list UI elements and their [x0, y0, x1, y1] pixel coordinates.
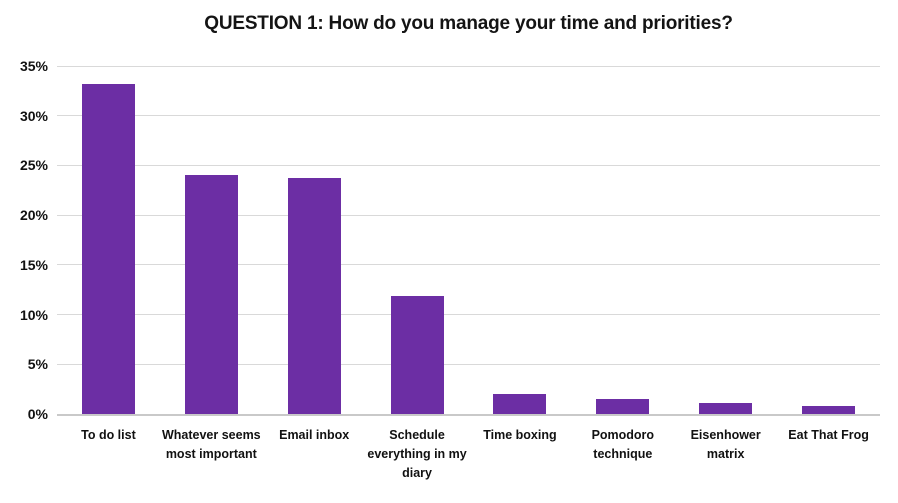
- gridline: [57, 314, 880, 316]
- gridline: [57, 264, 880, 266]
- x-tick-label: Eisenhower matrix: [690, 428, 761, 461]
- y-tick-label: 30%: [19, 107, 48, 124]
- gridline: [57, 115, 880, 117]
- bar-eisenhower-matrix: [699, 403, 753, 414]
- x-tick-label: Schedule everything in my diary: [367, 428, 467, 480]
- x-tick-label: Eat That Frog: [788, 428, 869, 442]
- x-axis-labels: To do list Whatever seems most important E…: [57, 426, 880, 496]
- y-tick-label: 25%: [19, 157, 48, 174]
- x-tick-label: Time boxing: [483, 428, 557, 442]
- y-tick-label: 15%: [19, 256, 48, 273]
- gridline: [57, 363, 880, 365]
- y-tick-label: 0%: [27, 406, 48, 422]
- x-tick-label: Email inbox: [279, 428, 350, 442]
- bar-eat-that-frog: [802, 406, 856, 414]
- gridline: [57, 164, 880, 166]
- y-tick-label: 20%: [19, 207, 48, 224]
- y-tick-label: 5%: [27, 356, 48, 373]
- bar-pomodoro-technique: [596, 399, 650, 414]
- bar-time-boxing: [493, 394, 547, 414]
- plot-area: [57, 65, 880, 416]
- y-tick-label: 35%: [19, 58, 48, 74]
- y-axis-labels: 0% 5% 10% 15% 20% 25% 30% 35%: [0, 58, 48, 422]
- x-tick-label: Pomodoro technique: [591, 428, 655, 461]
- x-tick-label: To do list: [81, 428, 136, 442]
- bar-schedule-everything-in-my-diary: [390, 295, 444, 414]
- gridline: [57, 214, 880, 216]
- x-tick-label: Whatever seems most important: [161, 428, 261, 461]
- gridline: [57, 65, 880, 67]
- y-tick-label: 10%: [19, 306, 48, 323]
- chart-title: QUESTION 1: How do you manage your time …: [204, 13, 733, 34]
- bar-to-do-list: [81, 83, 135, 414]
- bar-whatever-seems-most-important: [184, 175, 238, 414]
- bar-email-inbox: [287, 178, 341, 414]
